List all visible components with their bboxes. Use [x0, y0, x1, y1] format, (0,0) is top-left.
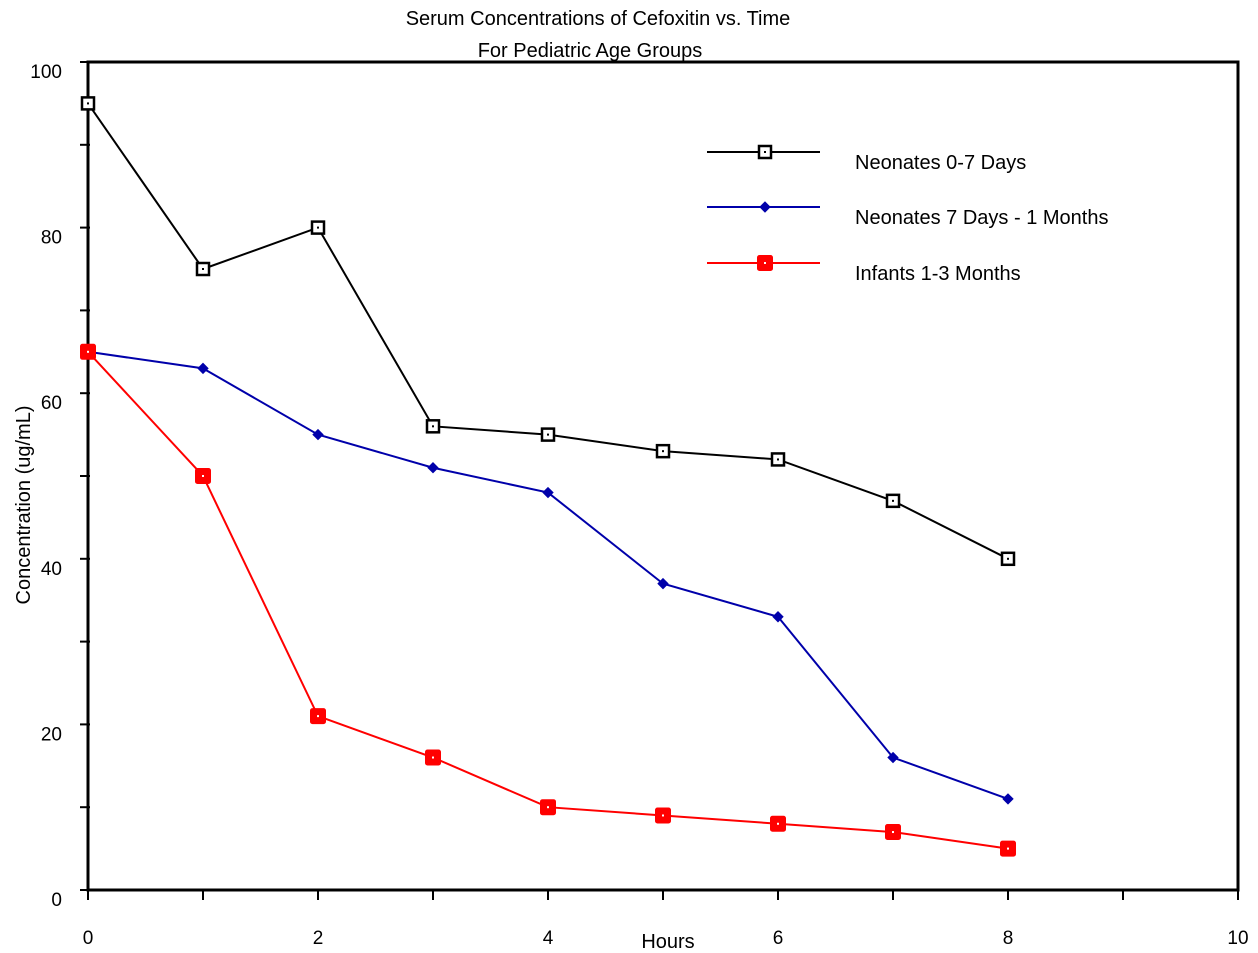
series-1 [80, 96, 1016, 567]
legend-label: Neonates 7 Days - 1 Months [855, 207, 1108, 229]
chart-title: Serum Concentrations of Cefoxitin vs. Ti… [406, 8, 791, 30]
data-point [425, 419, 441, 434]
y-axis-ticks: 0 20 40 60 80 100 [30, 61, 90, 911]
x-tick-label: 4 [543, 928, 554, 949]
x-tick-label: 8 [1003, 928, 1014, 949]
x-tick-label: 6 [773, 928, 784, 949]
y-tick-label: 40 [41, 559, 62, 580]
data-point [542, 486, 554, 499]
data-point [427, 462, 439, 474]
data-point [1000, 840, 1016, 857]
legend-entry: Neonates 0-7 Days [707, 144, 1026, 174]
data-point [310, 220, 326, 235]
data-point [540, 799, 556, 816]
y-axis-label: Concentration (ug/mL) [13, 406, 35, 605]
data-point [885, 824, 901, 841]
data-point [197, 362, 209, 375]
series-layer [80, 96, 1016, 857]
data-point [772, 611, 784, 623]
data-point [885, 493, 901, 509]
series-line [87, 350, 1009, 800]
x-axis-label: Hours [641, 931, 694, 953]
data-point [655, 443, 671, 459]
data-point [655, 807, 671, 824]
data-point [1000, 551, 1016, 567]
y-tick-label: 0 [51, 890, 62, 911]
x-tick-label: 0 [83, 928, 94, 949]
series-line [87, 351, 1009, 850]
data-point [310, 708, 326, 725]
data-point [80, 96, 96, 111]
x-axis-ticks: 0 2 4 6 8 10 [83, 890, 1249, 949]
data-point [1002, 793, 1014, 805]
data-point [425, 749, 441, 766]
data-point [657, 577, 669, 590]
legend-label: Infants 1-3 Months [855, 263, 1021, 285]
data-point [887, 751, 899, 764]
x-tick-label: 2 [313, 928, 324, 949]
data-point [195, 261, 211, 277]
data-point [80, 343, 96, 360]
data-point [195, 468, 211, 484]
x-tick-label: 10 [1227, 928, 1248, 949]
data-point [770, 452, 786, 467]
data-point [770, 815, 786, 832]
series-3 [80, 343, 1016, 857]
legend-marker [757, 144, 773, 160]
chart-subtitle: For Pediatric Age Groups [478, 40, 703, 62]
series-2 [82, 346, 1014, 805]
legend-entry: Infants 1-3 Months [707, 255, 1021, 285]
y-tick-label: 100 [30, 62, 62, 83]
plot-border [86, 60, 1240, 892]
legend-marker [757, 255, 773, 271]
legend-entry: Neonates 7 Days - 1 Months [707, 201, 1108, 229]
legend: Neonates 0-7 Days Neonates 7 Days - 1 Mon… [707, 144, 1108, 285]
plot-frame [86, 60, 1240, 892]
y-tick-label: 60 [41, 393, 62, 414]
legend-marker [759, 201, 771, 213]
y-tick-label: 80 [41, 228, 62, 249]
legend-label: Neonates 0-7 Days [855, 152, 1026, 174]
data-point [312, 428, 324, 441]
data-point [540, 427, 556, 442]
y-tick-label: 20 [41, 724, 62, 745]
